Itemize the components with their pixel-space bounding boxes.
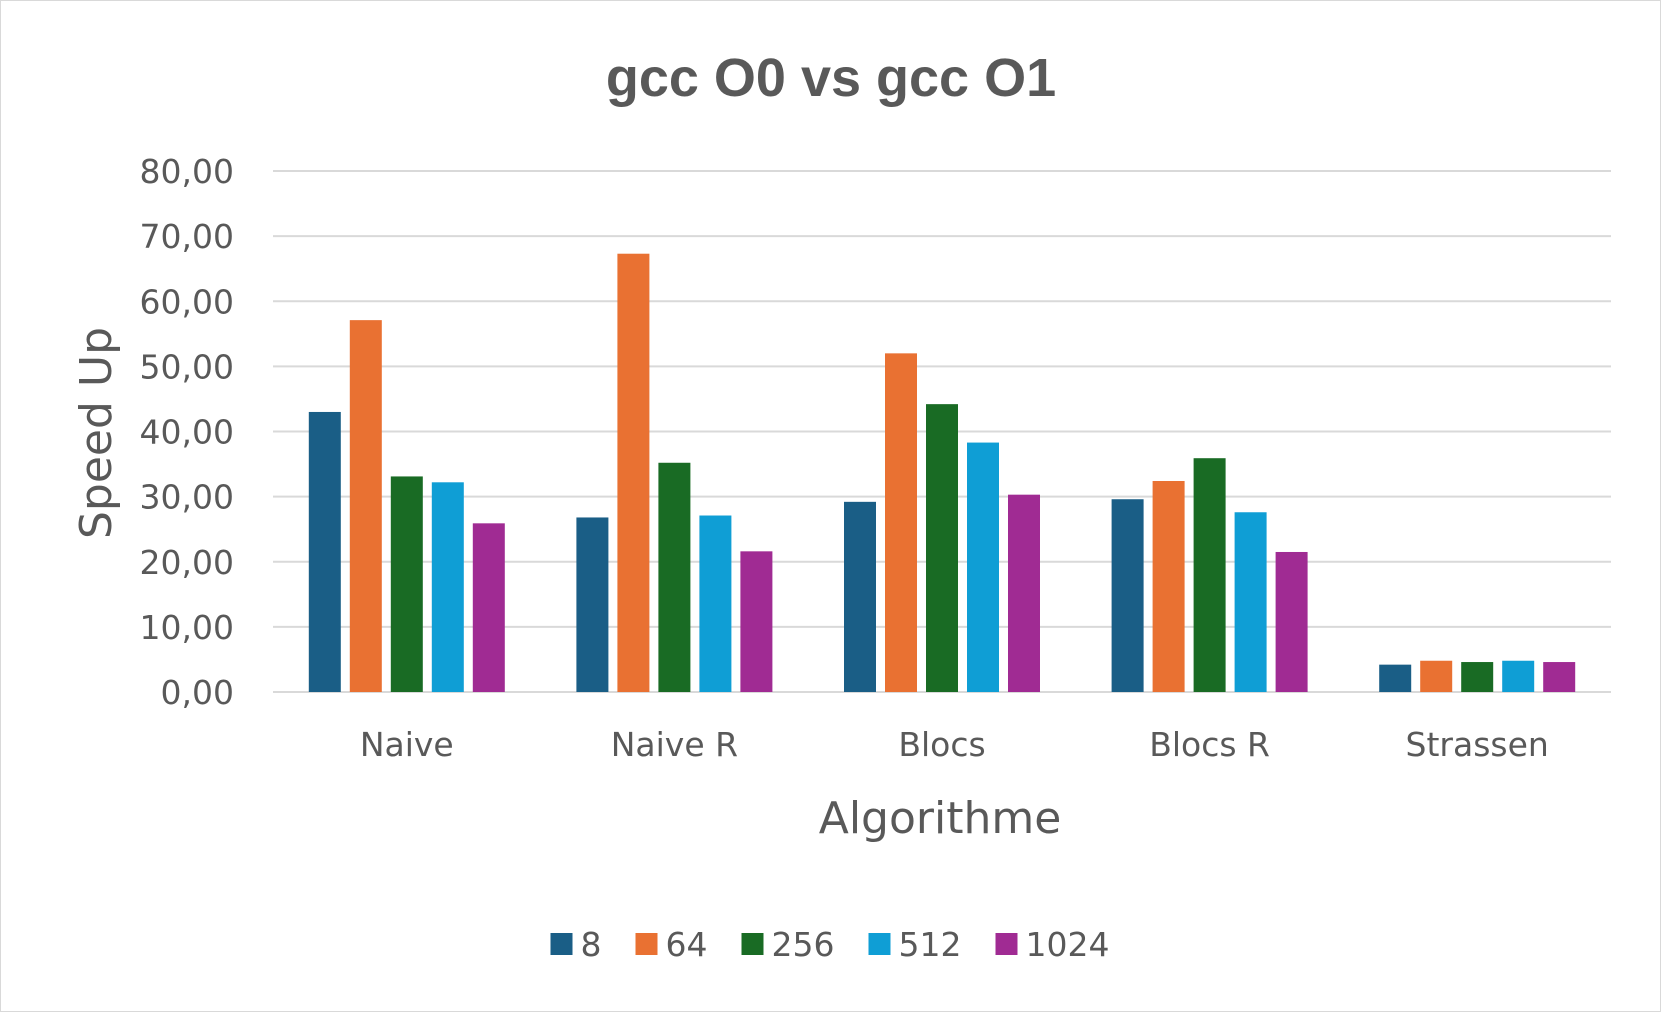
- bar-64-4: [1420, 660, 1453, 692]
- y-tick-label: 40,00: [140, 413, 234, 452]
- bar-1024-2: [1008, 494, 1040, 692]
- bar-512-4: [1502, 660, 1535, 692]
- bar-1024-4: [1543, 662, 1576, 692]
- legend-label: 512: [899, 925, 962, 964]
- y-tick-label: 10,00: [140, 608, 234, 647]
- x-category-label: Naive: [360, 725, 454, 764]
- legend: 8 64 256 512 1024: [550, 925, 1110, 964]
- y-tick-label: 80,00: [140, 152, 234, 191]
- bar-256-1: [658, 462, 691, 692]
- chart-title: gcc O0 vs gcc O1: [606, 48, 1056, 108]
- legend-swatch-64: [635, 933, 658, 955]
- legend-label: 64: [666, 925, 708, 964]
- bar-512-0: [431, 482, 464, 692]
- bar-8-0: [308, 411, 341, 692]
- bar-1024-0: [472, 523, 505, 692]
- bar-64-0: [349, 320, 382, 692]
- legend-label: 8: [581, 925, 602, 964]
- bar-1024-3: [1275, 551, 1308, 692]
- legend-swatch-8: [550, 933, 573, 955]
- x-axis-title: Algorithme: [819, 793, 1062, 844]
- x-category-label: Blocs R: [1149, 725, 1270, 764]
- x-axis-categories: Naive Naive R Blocs Blocs R Strassen: [360, 725, 1549, 764]
- y-tick-label: 30,00: [140, 478, 234, 517]
- bar-256-0: [390, 476, 423, 692]
- x-category-label: Blocs: [898, 725, 985, 764]
- y-tick-label: 20,00: [140, 543, 234, 582]
- legend-swatch-512: [868, 933, 891, 955]
- bar-64-3: [1152, 480, 1185, 692]
- bar-64-2: [885, 353, 917, 692]
- bar-512-2: [967, 442, 999, 692]
- y-tick-label: 0,00: [161, 673, 234, 712]
- y-tick-label: 70,00: [140, 217, 234, 256]
- bar-8-1: [576, 517, 609, 692]
- bar-512-1: [699, 515, 732, 692]
- legend-label: 1024: [1026, 925, 1110, 964]
- x-category-label: Strassen: [1406, 725, 1549, 764]
- x-category-label: Naive R: [611, 725, 738, 764]
- bar-256-2: [926, 404, 958, 692]
- bar-8-3: [1111, 499, 1144, 692]
- bars: [308, 253, 1576, 693]
- y-tick-label: 60,00: [140, 282, 234, 321]
- bar-512-3: [1234, 512, 1267, 692]
- legend-swatch-256: [741, 933, 764, 955]
- y-axis-ticks: 0,00 10,00 20,00 30,00 40,00 50,00 60,00 70,00 8…: [140, 152, 234, 712]
- bar-1024-1: [740, 551, 773, 692]
- legend-label: 256: [772, 925, 835, 964]
- bar-256-3: [1193, 458, 1226, 692]
- bar-256-4: [1461, 662, 1494, 692]
- bar-8-2: [844, 501, 876, 692]
- legend-swatch-1024: [995, 933, 1018, 955]
- bar-8-4: [1379, 664, 1412, 692]
- y-axis-title: Speed Up: [71, 327, 122, 539]
- bar-64-1: [617, 253, 650, 693]
- y-tick-label: 50,00: [140, 347, 234, 386]
